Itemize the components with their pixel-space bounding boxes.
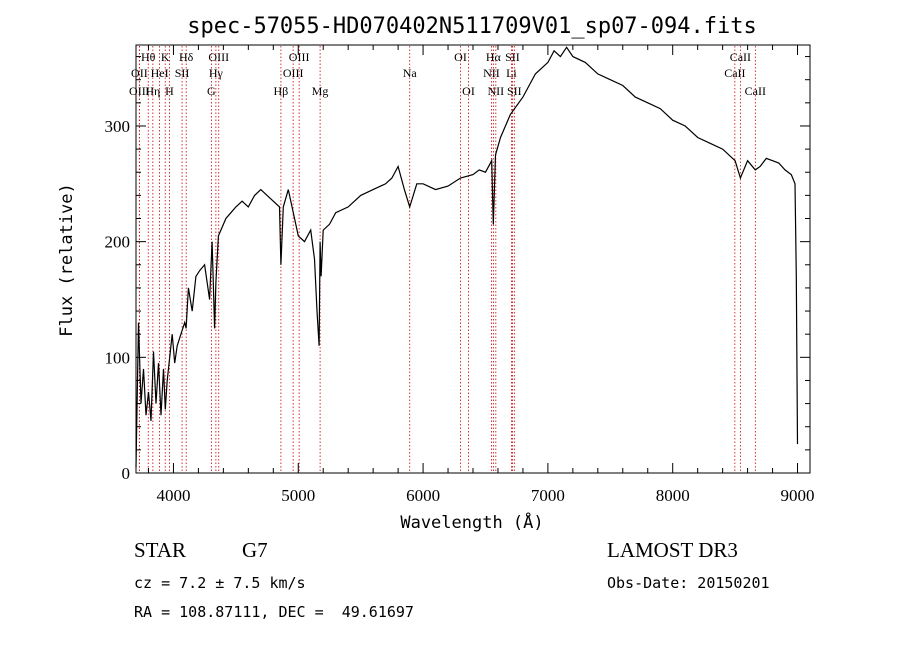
x-tick-label: 4000 bbox=[156, 486, 190, 505]
spectral-line-label: SII bbox=[505, 50, 520, 64]
spectral-line-label: NII bbox=[488, 84, 505, 98]
flux-series-line bbox=[135, 46, 799, 468]
x-tick-label: 8000 bbox=[656, 486, 690, 505]
spectral-line-label: OIII bbox=[208, 50, 229, 64]
y-tick-label: 300 bbox=[105, 117, 131, 136]
spectral-line-label: OIII bbox=[289, 50, 310, 64]
redshift-velocity: cz = 7.2 ± 7.5 km/s bbox=[134, 574, 306, 592]
y-tick-label: 100 bbox=[105, 348, 131, 367]
spectral-line-label: HeI bbox=[151, 66, 169, 80]
spectral-line-label: OIII bbox=[283, 66, 304, 80]
spectral-line-label: H bbox=[165, 84, 174, 98]
x-axis-label: Wavelength (Å) bbox=[400, 511, 543, 533]
spectral-line-label: Hα bbox=[486, 50, 502, 64]
spectral-line-label: OIII bbox=[129, 84, 150, 98]
spectral-line-label: Hδ bbox=[179, 50, 194, 64]
survey-name: LAMOST DR3 bbox=[607, 538, 738, 562]
spectral-line-markers bbox=[138, 46, 756, 472]
spectral-line-label: OI bbox=[462, 84, 475, 98]
spectral-subclass: G7 bbox=[242, 538, 268, 562]
spectral-line-label: Li bbox=[506, 66, 517, 80]
spectral-line-label: Hβ bbox=[274, 84, 289, 98]
observation-date: Obs-Date: 20150201 bbox=[607, 574, 770, 592]
spectral-line-label: CaII bbox=[745, 84, 766, 98]
spectral-line-label: CaII bbox=[724, 66, 745, 80]
coordinates: RA = 108.87111, DEC = 49.61697 bbox=[134, 603, 414, 621]
spectral-line-label: NII bbox=[483, 66, 500, 80]
spectral-line-label: OI bbox=[454, 50, 467, 64]
spectral-line-label: Hθ bbox=[141, 50, 156, 64]
spectral-line-label: SII bbox=[175, 66, 190, 80]
y-axis-label: Flux (relative) bbox=[57, 183, 77, 337]
x-axis-ticks: 4000 5000 6000 7000 8000 9000 bbox=[147, 45, 815, 505]
spectral-line-label: Hγ bbox=[209, 66, 224, 80]
spectral-line-label: SII bbox=[507, 84, 522, 98]
x-tick-label: 9000 bbox=[781, 486, 815, 505]
spectral-line-label: G bbox=[207, 84, 216, 98]
spectral-line-label: CaII bbox=[730, 50, 751, 64]
plot-frame bbox=[135, 44, 811, 474]
y-tick-label: 200 bbox=[105, 233, 131, 252]
spectral-line-label: Hη bbox=[145, 84, 160, 98]
x-tick-label: 6000 bbox=[406, 486, 440, 505]
spectral-line-label: Mg bbox=[312, 84, 329, 98]
spectral-line-label: K bbox=[161, 50, 170, 64]
spectral-line-label: Na bbox=[403, 66, 418, 80]
x-tick-label: 5000 bbox=[281, 486, 315, 505]
y-axis-ticks: 0 100 200 300 bbox=[105, 56, 810, 483]
chart-title: spec-57055-HD070402N511709V01_sp07-094.f… bbox=[187, 14, 757, 39]
spectral-line-label: OII bbox=[131, 66, 148, 80]
object-class: STAR bbox=[134, 538, 186, 562]
y-tick-label: 0 bbox=[122, 464, 131, 483]
x-tick-label: 7000 bbox=[531, 486, 565, 505]
